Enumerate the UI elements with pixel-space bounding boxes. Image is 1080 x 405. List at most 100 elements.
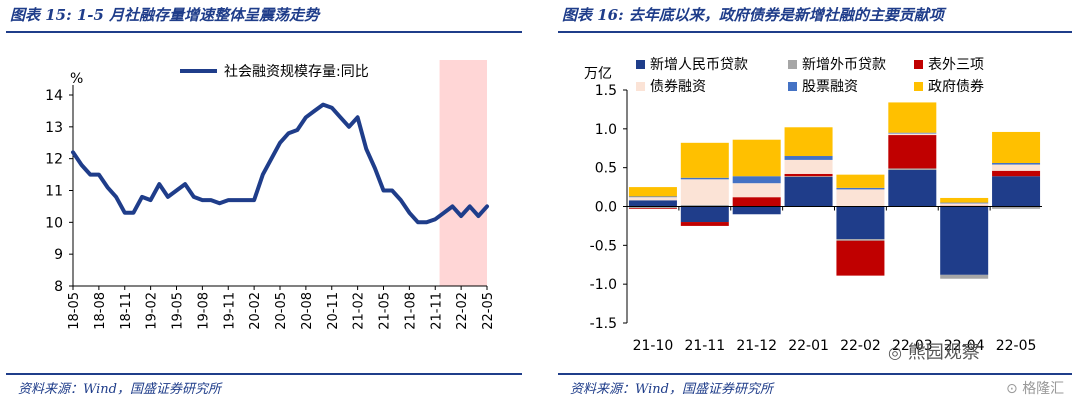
x-tick-label: 19-05 (171, 292, 186, 330)
bar-segment (888, 102, 937, 133)
x-tick-label: 20-08 (300, 292, 315, 330)
bar-segment (836, 174, 885, 188)
bar-segment (784, 156, 833, 160)
x-tick-label: 22-04 (944, 338, 985, 354)
bar-segment (784, 176, 833, 207)
bar-segment (836, 206, 885, 240)
bar-segment (940, 206, 989, 275)
x-tick-label: 20-02 (248, 292, 263, 330)
y-tick-label: 11 (45, 184, 63, 200)
bar-segment (888, 133, 937, 136)
bar-segment (992, 170, 1041, 177)
y-axis-unit: 万亿 (584, 66, 612, 82)
left-chart-title: 图表 15: 1-5 月社融存量增速整体呈震荡走势 (10, 6, 320, 24)
x-tick-label: 21-05 (378, 292, 393, 330)
legend-label: 社会融资规模存量:同比 (224, 64, 369, 80)
x-tick-label: 19-02 (145, 292, 160, 330)
bar-segment (836, 189, 885, 207)
y-tick-label: 0.0 (595, 200, 617, 216)
y-tick-label: 12 (45, 152, 63, 168)
bar-segment (992, 176, 1041, 207)
x-tick-label: 21-12 (736, 338, 777, 354)
bar-segment (628, 206, 677, 209)
x-tick-label: 21-08 (403, 292, 418, 330)
bar-segment (680, 179, 729, 205)
bar-segment (784, 176, 833, 177)
x-tick-label: 21-11 (684, 338, 725, 354)
line-chart: 8 9 10 11 12 13 14% 18-05 18-08 18-11 19-02 19-05 19… (45, 60, 496, 330)
y-tick-label: 13 (45, 120, 63, 136)
wechat-icon: ◎ (888, 343, 902, 362)
legend-swatch (914, 60, 923, 69)
bar-segment (732, 176, 781, 184)
x-tick-label: 21-10 (633, 338, 674, 354)
bar-segment (940, 202, 989, 204)
bar-segment (628, 196, 677, 198)
bar-segment (836, 239, 885, 241)
watermark-text-1: 熊园观察 (907, 342, 980, 363)
shaded-period (439, 60, 487, 286)
bar-segment (680, 204, 729, 207)
bar-segment (888, 135, 937, 169)
bar-segment (940, 274, 989, 279)
bar-segment (732, 183, 781, 198)
x-tick-label: 22-05 (481, 292, 496, 330)
y-tick-label: -1.5 (590, 316, 617, 332)
bar-segment (940, 197, 989, 203)
x-tick-label: 18-08 (93, 292, 108, 330)
legend-swatch (914, 82, 923, 91)
x-tick-label: 22-02 (840, 338, 881, 354)
y-tick-label: -0.5 (590, 238, 617, 254)
x-tick-label: 20-11 (326, 292, 341, 330)
x-tick-label: 18-11 (119, 292, 134, 330)
bar-segment (992, 206, 1041, 209)
bar-segment (628, 200, 677, 207)
y-axis-unit: % (70, 71, 83, 87)
bar-segment (940, 203, 989, 206)
right-chart-source: 资料来源：Wind，国盛证券研究所 (570, 382, 773, 397)
right-chart-title: 图表 16: 去年底以来，政府债券是新增社融的主要贡献项 (562, 6, 944, 24)
bar-segment (732, 139, 781, 177)
x-tick-label: 19-11 (222, 292, 237, 330)
bar-segment (784, 173, 833, 177)
bar-segment (784, 127, 833, 157)
right-title-rule (558, 31, 1072, 33)
x-tick-label: 22-01 (788, 338, 829, 354)
legend-swatch (788, 82, 797, 91)
left-panel: 图表 15: 1-5 月社融存量增速整体呈震荡走势 8 9 10 11 12 13 14% 1… (0, 0, 530, 405)
legend-label: 新增人民币贷款 (650, 57, 748, 73)
bar-segment (836, 187, 885, 190)
bar-segment (888, 168, 937, 170)
bar-segment (732, 206, 781, 215)
legend-swatch (636, 82, 645, 91)
y-tick-label: 9 (54, 247, 63, 263)
x-tick-label: 20-05 (274, 292, 289, 330)
right-panel: 图表 16: 去年底以来，政府债券是新增社融的主要贡献项 -1.5 -1.0 -0.… (552, 0, 1080, 405)
bar-segment (784, 159, 833, 174)
legend-label: 债券融资 (650, 79, 706, 95)
left-chart-source: 资料来源：Wind，国盛证券研究所 (18, 382, 221, 397)
legend-swatch (636, 60, 645, 69)
x-tick-label: 18-05 (67, 292, 82, 330)
watermark-text-2: 格隆汇 (1022, 381, 1065, 397)
legend-label: 政府债券 (928, 79, 984, 95)
y-tick-label: 1.0 (595, 122, 617, 138)
bar-segment (680, 142, 729, 178)
bar-segment (992, 164, 1041, 171)
bar-segment (680, 177, 729, 180)
bar-segment (992, 131, 1041, 164)
legend-swatch (788, 60, 797, 69)
series-line (71, 102, 489, 225)
bar-segment (836, 240, 885, 276)
watermark-glh: ⊙ 格隆汇 (1006, 378, 1064, 398)
y-tick-label: 14 (45, 88, 63, 104)
legend-label: 表外三项 (928, 57, 984, 73)
watermark-wechat: ◎ 熊园观察 (888, 338, 980, 364)
y-tick-label: 10 (45, 215, 63, 231)
y-tick-label: 1.5 (595, 83, 617, 99)
x-tick-label: 19-08 (196, 292, 211, 330)
bar-segment (680, 222, 729, 226)
y-tick-label: 8 (54, 279, 63, 295)
y-tick-label: 0.5 (595, 161, 617, 177)
legend-label: 新增外币贷款 (802, 57, 886, 73)
